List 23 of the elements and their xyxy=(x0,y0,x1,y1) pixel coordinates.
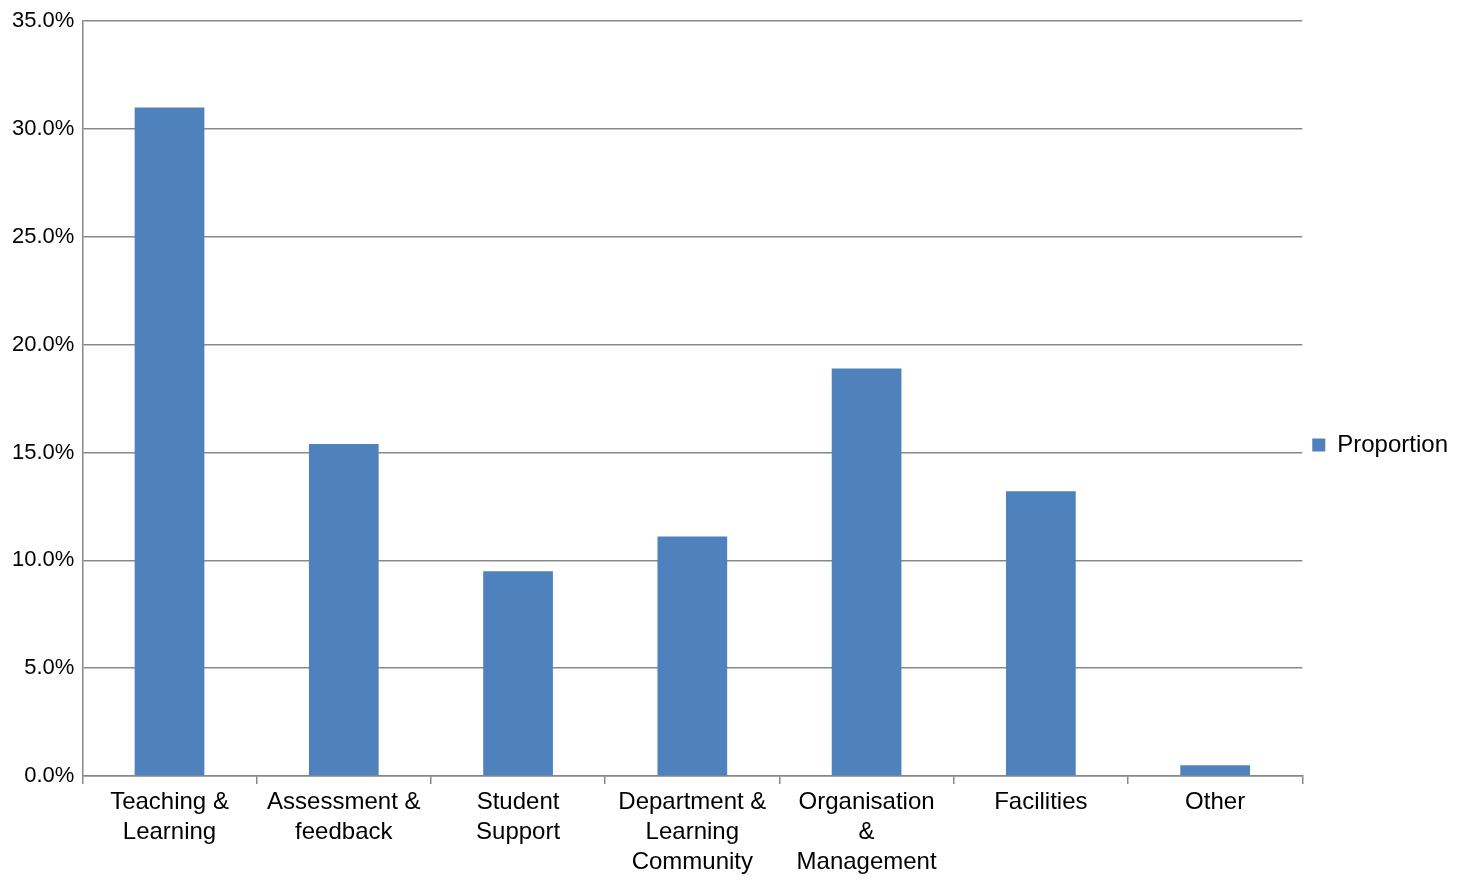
bar xyxy=(1006,491,1076,776)
bar xyxy=(657,536,728,776)
x-tick-label: Assessment & feedback xyxy=(267,786,421,844)
bar xyxy=(308,443,379,776)
bar xyxy=(134,107,205,776)
x-tick-label: Teaching & Learning xyxy=(110,786,229,844)
y-tick-label: 5.0% xyxy=(24,654,75,680)
y-tick-label: 35.0% xyxy=(11,7,75,33)
bar xyxy=(483,571,553,776)
x-tick-label: Department & Learning Community xyxy=(618,786,767,874)
y-tick-label: 0.0% xyxy=(24,762,75,788)
y-tick-label: 30.0% xyxy=(11,115,75,141)
x-tick-label: Facilities xyxy=(994,786,1088,814)
bar xyxy=(831,368,902,776)
y-tick-label: 25.0% xyxy=(11,222,75,248)
x-tick-label: Student Support xyxy=(476,786,561,844)
y-tick-label: 20.0% xyxy=(11,330,75,356)
legend-label: Proportion xyxy=(1337,429,1448,457)
bar xyxy=(1180,765,1250,776)
y-tick-label: 10.0% xyxy=(11,546,75,572)
x-tick-label: Other xyxy=(1185,786,1246,814)
x-tick-label: Organisation & Management xyxy=(796,786,937,874)
y-tick-label: 15.0% xyxy=(11,438,75,464)
